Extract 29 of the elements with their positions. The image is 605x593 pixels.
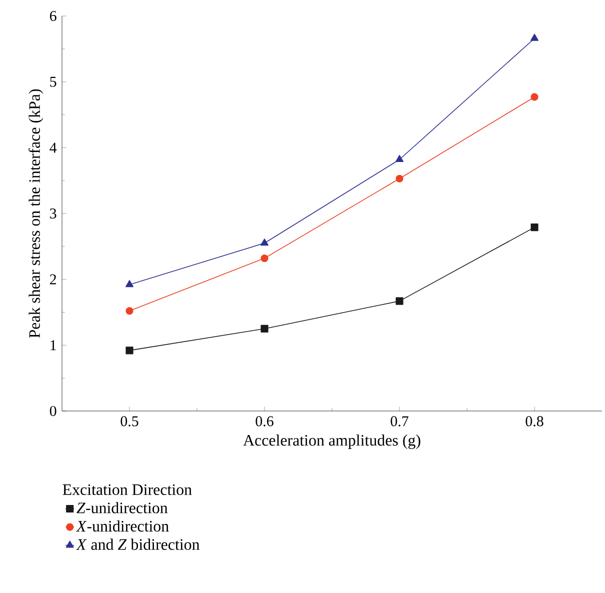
y-tick-label: 1 xyxy=(50,340,56,350)
legend-title: Excitation Direction xyxy=(62,484,192,496)
point xyxy=(125,280,134,288)
point xyxy=(126,346,134,354)
point xyxy=(126,307,134,315)
point xyxy=(530,93,538,101)
point xyxy=(260,324,268,332)
point xyxy=(530,34,539,41)
point xyxy=(530,224,538,232)
y-axis-title: Peak shear stress on the interface (kPa) xyxy=(28,89,44,338)
point xyxy=(396,174,404,182)
y-tick-label: 3 xyxy=(50,208,56,219)
x-axis-title: Acceleration amplitudes (g) xyxy=(243,434,420,449)
y-tick-label: 2 xyxy=(50,274,56,284)
legend-label: X and Z bidirection xyxy=(76,538,200,550)
legend-label: X-unidirection xyxy=(76,520,169,532)
y-tick-label: 6 xyxy=(50,10,56,22)
point xyxy=(260,254,268,262)
legend-label: Z-unidirection xyxy=(76,502,168,514)
point xyxy=(260,238,269,246)
point xyxy=(395,154,404,162)
y-tick-label: 5 xyxy=(50,76,56,87)
y-tick-label: 4 xyxy=(50,142,57,153)
point xyxy=(396,297,404,305)
x-tick-label: 0.7 xyxy=(390,416,408,426)
x-tick-label: 0.5 xyxy=(120,416,138,426)
x-tick-label: 0.8 xyxy=(526,416,544,426)
y-tick-label: 0 xyxy=(50,406,56,416)
x-tick-label: 0.6 xyxy=(256,416,274,426)
